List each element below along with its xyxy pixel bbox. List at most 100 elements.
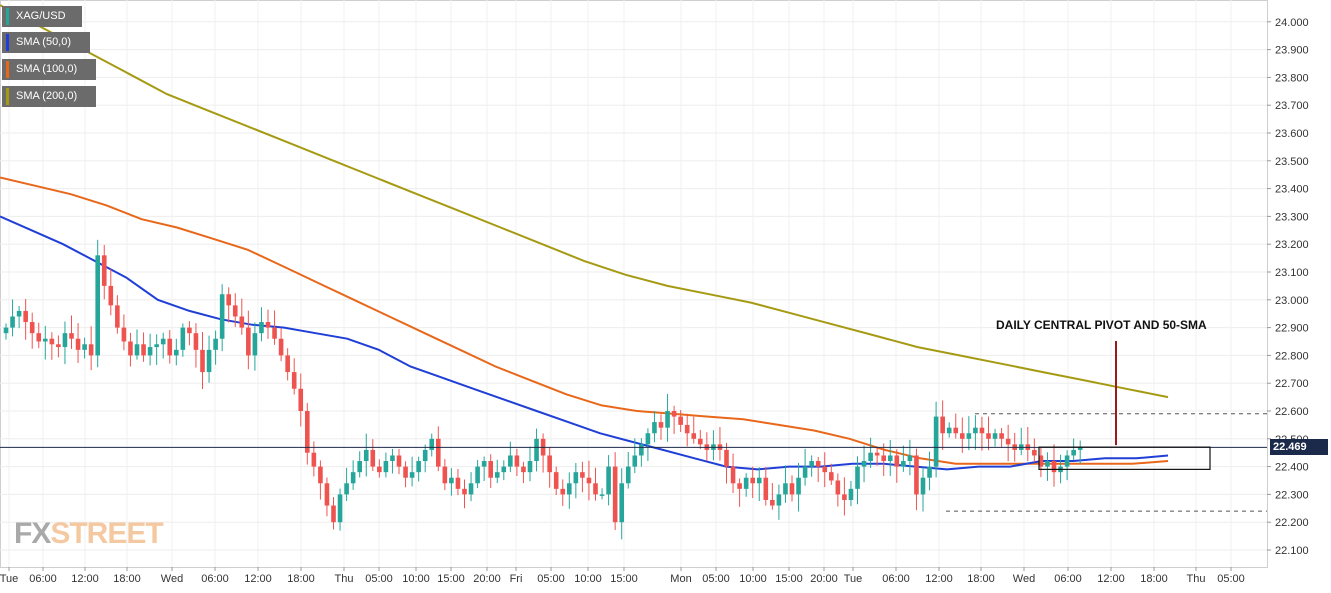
y-tick-label: 23.600 bbox=[1275, 128, 1309, 140]
y-tick-label: 23.900 bbox=[1275, 45, 1309, 57]
y-tick-label: 22.900 bbox=[1275, 323, 1309, 335]
candle-body bbox=[933, 416, 939, 467]
candle-body bbox=[187, 327, 192, 334]
y-tick-label: 22.800 bbox=[1275, 350, 1309, 362]
legend-sma50[interactable]: SMA (50,0) bbox=[2, 32, 90, 53]
x-tick-label: 12:00 bbox=[244, 573, 272, 585]
logo-fx: FX bbox=[14, 517, 51, 550]
x-tick-label: 15:00 bbox=[775, 573, 803, 585]
candle-body bbox=[999, 433, 1004, 439]
candle-body bbox=[494, 472, 500, 478]
y-tick-label: 23.200 bbox=[1275, 239, 1309, 251]
candle-body bbox=[377, 466, 382, 473]
candle-body bbox=[29, 322, 35, 334]
candle-body bbox=[232, 305, 238, 317]
candle-body bbox=[115, 305, 120, 328]
legend-sma200[interactable]: SMA (200,0) bbox=[2, 86, 96, 107]
candle-body bbox=[147, 347, 153, 356]
candle-body bbox=[1051, 461, 1057, 473]
candle-body bbox=[920, 477, 926, 495]
candle-body bbox=[946, 427, 952, 434]
candle-body bbox=[501, 466, 507, 473]
candle-body bbox=[619, 483, 624, 523]
sma-lines bbox=[0, 4, 1169, 471]
candle-body bbox=[698, 438, 703, 445]
candle-body bbox=[291, 372, 297, 389]
candle-body bbox=[868, 452, 873, 462]
candle-body bbox=[979, 427, 985, 434]
candle-body bbox=[455, 477, 461, 489]
candle-body bbox=[272, 327, 277, 339]
candle-body bbox=[874, 452, 880, 456]
candle-body bbox=[370, 449, 376, 467]
candle-body bbox=[154, 344, 159, 348]
candle-body bbox=[521, 466, 526, 473]
x-tick-label: 10:00 bbox=[402, 573, 430, 585]
candle-body bbox=[88, 344, 94, 356]
candle-body bbox=[416, 461, 421, 473]
candle-body bbox=[167, 338, 173, 356]
candle-body bbox=[580, 472, 585, 478]
candle-body bbox=[684, 424, 690, 434]
candle-body bbox=[750, 477, 755, 484]
candle-body bbox=[239, 316, 245, 328]
x-tick-label: 18:00 bbox=[113, 573, 141, 585]
candle-body bbox=[121, 327, 127, 342]
candle-body bbox=[206, 349, 212, 373]
candle-body bbox=[665, 411, 670, 428]
candle-body bbox=[691, 433, 697, 439]
candle-body bbox=[82, 344, 87, 350]
candle-body bbox=[383, 461, 389, 473]
candle-body bbox=[1071, 449, 1076, 456]
candle-body bbox=[43, 338, 48, 342]
candle-body bbox=[390, 455, 395, 462]
y-tick-label: 22.300 bbox=[1275, 489, 1309, 501]
candle-body bbox=[599, 494, 605, 496]
candle-body bbox=[422, 449, 428, 462]
candle-body bbox=[95, 255, 100, 356]
y-tick-label: 23.000 bbox=[1275, 295, 1309, 307]
candle-body bbox=[724, 449, 729, 467]
y-tick-label: 23.700 bbox=[1275, 100, 1309, 112]
x-tick-label: 12:00 bbox=[1097, 573, 1125, 585]
candle-body bbox=[180, 327, 186, 350]
candle-body bbox=[612, 466, 618, 523]
candle-body bbox=[770, 499, 775, 506]
candle-body bbox=[324, 483, 330, 506]
candle-body bbox=[174, 349, 179, 356]
candle-body bbox=[658, 422, 664, 428]
candle-body bbox=[462, 488, 467, 495]
last-price-tag: 22.469 bbox=[1270, 439, 1328, 455]
x-tick-label: Fri bbox=[510, 573, 523, 585]
candle-body bbox=[213, 338, 218, 350]
candle-body bbox=[986, 433, 991, 439]
candle-body bbox=[193, 333, 199, 350]
candle-body bbox=[409, 472, 415, 478]
candle-body bbox=[743, 477, 749, 489]
x-tick-label: 18:00 bbox=[287, 573, 315, 585]
y-axis: 24.000 23.900 23.800 23.700 23.600 23.500 23.4… bbox=[1267, 17, 1309, 557]
candle-body bbox=[160, 338, 166, 345]
legend-sma100[interactable]: SMA (100,0) bbox=[2, 59, 96, 80]
candle-body bbox=[23, 310, 28, 323]
x-tick-label: 12:00 bbox=[925, 573, 953, 585]
candle-body bbox=[815, 461, 821, 467]
candle-body bbox=[907, 455, 913, 462]
x-tick-label: Thu bbox=[1187, 573, 1206, 585]
candle-body bbox=[488, 461, 493, 478]
candle-body bbox=[848, 488, 854, 500]
x-tick-label: 15:00 bbox=[437, 573, 465, 585]
candle-body bbox=[246, 327, 251, 356]
x-tick-label: 10:00 bbox=[574, 573, 602, 585]
y-tick-label: 23.300 bbox=[1275, 211, 1309, 223]
candle-body bbox=[337, 494, 343, 523]
legend-label: SMA (200,0) bbox=[16, 90, 78, 102]
candle-body bbox=[547, 455, 552, 473]
chart-annotation: DAILY CENTRAL PIVOT AND 50-SMA bbox=[996, 318, 1207, 332]
legend-label: XAG/USD bbox=[16, 10, 66, 22]
candle-body bbox=[357, 461, 362, 473]
x-tick-label: 06:00 bbox=[1054, 573, 1082, 585]
candle-body bbox=[69, 333, 74, 339]
candle-body bbox=[252, 333, 258, 356]
legend-xagusd[interactable]: XAG/USD bbox=[2, 6, 82, 27]
